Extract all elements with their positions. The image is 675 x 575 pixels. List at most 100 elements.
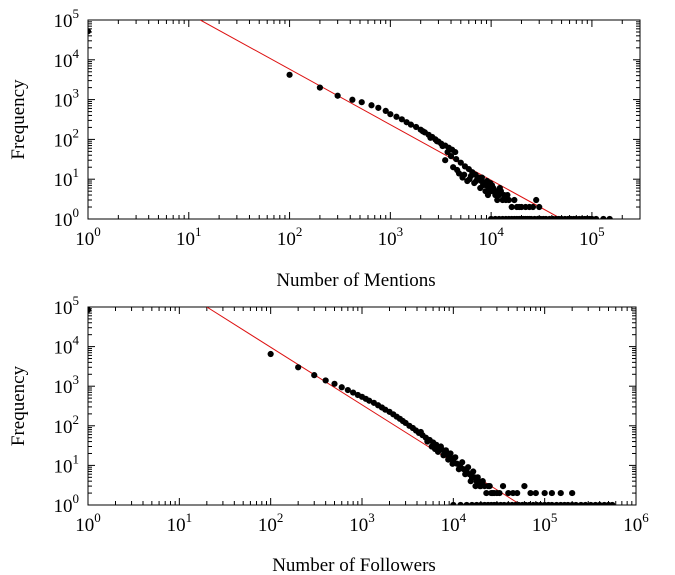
followers-data-point bbox=[442, 447, 450, 454]
followers-data-point bbox=[527, 489, 534, 497]
mentions-data-point bbox=[433, 138, 441, 145]
followers-data-point bbox=[88, 307, 92, 313]
followers-data-point bbox=[569, 489, 576, 497]
mentions-data-point bbox=[316, 84, 324, 91]
followers-y-tick-label: 102 bbox=[54, 412, 80, 438]
mentions-data-point bbox=[412, 123, 420, 131]
followers-data-point bbox=[462, 471, 469, 478]
followers-data-point bbox=[572, 501, 580, 505]
mentions-data-point bbox=[479, 182, 487, 189]
mentions-y-tick-label: 105 bbox=[54, 6, 80, 32]
followers-x-tick-label: 101 bbox=[167, 510, 193, 536]
followers-data-point bbox=[322, 377, 329, 384]
mentions-data-point bbox=[286, 71, 293, 78]
mentions-data-point bbox=[382, 107, 389, 115]
mentions-data-point bbox=[488, 182, 496, 189]
mentions-x-tick-label: 102 bbox=[277, 224, 303, 250]
followers-data-point bbox=[440, 452, 447, 459]
mentions-data-point bbox=[494, 196, 501, 204]
followers-data-point bbox=[450, 501, 457, 505]
mentions-data-point bbox=[442, 157, 449, 164]
mentions-data-point bbox=[387, 111, 394, 118]
mentions-data-point bbox=[508, 203, 515, 211]
followers-data-point bbox=[366, 397, 373, 404]
mentions-data-point bbox=[358, 99, 365, 106]
followers-data-point bbox=[417, 428, 424, 436]
mentions-x-tick-label: 103 bbox=[378, 224, 404, 250]
mentions-data-point bbox=[529, 203, 537, 211]
followers-data-point bbox=[468, 501, 476, 505]
followers-data-point bbox=[582, 501, 589, 505]
mentions-data-point bbox=[88, 28, 92, 35]
mentions-data-point bbox=[600, 215, 607, 219]
followers-y-tick-label: 100 bbox=[54, 491, 80, 517]
followers-data-point bbox=[532, 489, 539, 497]
followers-data-point bbox=[472, 483, 479, 490]
mentions-data-point bbox=[504, 191, 511, 199]
mentions-data-point bbox=[447, 153, 455, 160]
followers-data-point bbox=[541, 489, 548, 497]
followers-data-point bbox=[496, 489, 503, 497]
mentions-y-tick-label: 103 bbox=[54, 86, 80, 112]
followers-x-axis-title: Number of Followers bbox=[272, 555, 436, 575]
mentions-data-point bbox=[427, 134, 434, 141]
mentions-data-point bbox=[592, 215, 600, 219]
followers-data-point bbox=[463, 501, 470, 505]
followers-data-point bbox=[295, 364, 302, 371]
mentions-x-tick-label: 105 bbox=[579, 224, 605, 250]
followers-data-point bbox=[499, 483, 507, 490]
mentions-data-point bbox=[466, 176, 473, 183]
mentions-data-point bbox=[368, 102, 375, 109]
mentions-data-point bbox=[473, 177, 480, 185]
followers-data-point bbox=[267, 350, 274, 358]
mentions-data-point bbox=[511, 196, 518, 204]
followers-x-tick-label: 100 bbox=[75, 510, 101, 536]
mentions-data-point bbox=[393, 113, 400, 120]
mentions-y-axis-title: Frequency bbox=[8, 79, 29, 160]
followers-x-tick-label: 103 bbox=[349, 510, 375, 536]
mentions-data-point bbox=[419, 128, 426, 135]
mentions-data-point bbox=[533, 196, 540, 204]
followers-data-point bbox=[455, 466, 462, 473]
followers-data-point bbox=[467, 478, 474, 485]
mentions-data-point bbox=[457, 159, 464, 166]
followers-data-point bbox=[470, 468, 477, 475]
followers-data-point bbox=[548, 489, 555, 497]
followers-data-point bbox=[344, 386, 351, 394]
followers-y-tick-label: 105 bbox=[54, 293, 80, 319]
followers-data-point bbox=[311, 372, 318, 379]
followers-data-point bbox=[505, 489, 512, 497]
mentions-y-tick-label: 104 bbox=[54, 46, 80, 72]
followers-data-point bbox=[479, 478, 486, 485]
mentions-data-point bbox=[536, 203, 543, 211]
followers-data-point bbox=[557, 489, 564, 497]
mentions-data-point bbox=[505, 196, 512, 204]
followers-data-point bbox=[457, 501, 464, 505]
mentions-data-point bbox=[398, 116, 405, 123]
followers-data-point bbox=[331, 380, 338, 387]
followers-data-point bbox=[514, 489, 521, 497]
mentions-data-point bbox=[452, 148, 459, 156]
followers-data-point bbox=[521, 483, 528, 490]
followers-data-point bbox=[464, 464, 472, 471]
followers-x-tick-label: 106 bbox=[623, 510, 649, 536]
followers-x-tick-label: 105 bbox=[532, 510, 558, 536]
followers-y-axis-title: Frequency bbox=[8, 365, 29, 446]
mentions-data-point bbox=[334, 92, 341, 99]
followers-data-point bbox=[424, 438, 431, 445]
mentions-data-point bbox=[483, 177, 491, 185]
mentions-data-point bbox=[349, 96, 356, 103]
mentions-x-tick-label: 100 bbox=[75, 224, 101, 250]
followers-data-point bbox=[483, 489, 490, 497]
followers-y-tick-label: 103 bbox=[54, 372, 80, 398]
mentions-data-point bbox=[375, 104, 382, 111]
followers-data-point bbox=[445, 456, 452, 463]
followers-x-tick-label: 102 bbox=[258, 510, 284, 536]
followers-data-layer bbox=[88, 307, 616, 505]
followers-data-point bbox=[449, 460, 456, 467]
followers-data-point bbox=[447, 450, 454, 457]
mentions-x-tick-label: 101 bbox=[176, 224, 202, 250]
followers-data-point bbox=[474, 474, 481, 481]
followers-data-point bbox=[437, 443, 444, 450]
